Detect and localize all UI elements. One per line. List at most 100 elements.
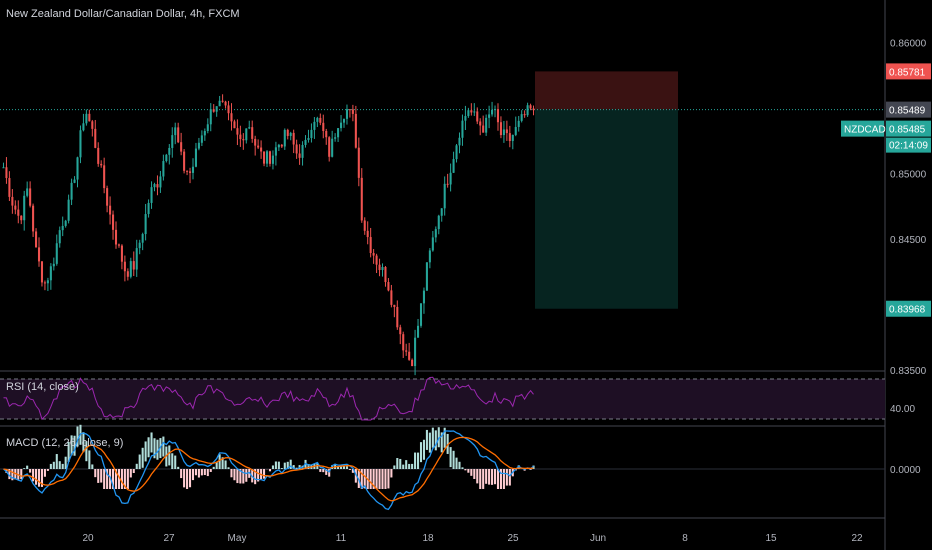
macd-line [3, 430, 534, 511]
candle-body [150, 187, 153, 203]
x-tick-label: 25 [507, 533, 519, 544]
candle-body [106, 188, 109, 206]
macd-histogram-bar [470, 469, 473, 476]
candle-body [366, 230, 369, 238]
candle-body [209, 109, 212, 125]
macd-histogram-bar [440, 432, 443, 453]
macd-histogram-bar [390, 469, 393, 478]
candle-body [61, 225, 64, 231]
chart-panels [0, 0, 886, 550]
candle-body [280, 144, 283, 147]
y-tick-label: 0.84500 [890, 235, 927, 246]
macd-histogram-bar [70, 435, 73, 456]
macd-histogram-bar [239, 469, 242, 484]
macd-histogram-bar [348, 469, 351, 470]
current-price-tag: 0.85489 [889, 106, 926, 117]
candle-body [147, 202, 150, 215]
macd-histogram-bar [23, 468, 26, 469]
stop-loss-price-tag: 0.85781 [889, 67, 926, 78]
macd-histogram-bar [43, 469, 46, 477]
candle-body [372, 253, 375, 256]
candle-body [496, 109, 500, 123]
candle-body [514, 126, 517, 135]
macd-histogram-bar [29, 469, 32, 473]
candle-body [112, 214, 115, 230]
macd-histogram-bar [399, 458, 402, 469]
rsi-label[interactable]: RSI (14, close) [6, 381, 79, 393]
macd-histogram-bar [150, 432, 153, 453]
candle-body [8, 178, 11, 197]
candle-body [476, 111, 479, 122]
macd-histogram-bar [230, 469, 233, 478]
macd-histogram-bar [464, 469, 467, 471]
candle-body [405, 350, 408, 352]
candle-body [446, 183, 449, 185]
macd-histogram-bar [129, 469, 132, 478]
macd-signal-line [3, 436, 534, 502]
x-tick-label: 15 [765, 533, 777, 544]
candle-body [455, 145, 458, 160]
candle-body [251, 127, 254, 139]
macd-histogram-bar [458, 461, 461, 469]
candle-body [17, 209, 20, 216]
candle-body [117, 244, 121, 246]
candle-body [301, 144, 304, 158]
macd-histogram-bar [227, 467, 230, 469]
macd-histogram-bar [61, 463, 64, 469]
macd-histogram-bar [20, 469, 23, 480]
candle-body [162, 161, 165, 177]
macd-histogram-bar [46, 469, 49, 471]
candle-body [411, 359, 414, 367]
candle-body [431, 237, 434, 251]
macd-histogram-bar [37, 469, 41, 487]
candle-body [467, 110, 470, 117]
macd-histogram-bar [405, 460, 408, 469]
candle-body [458, 137, 461, 146]
candle-body [502, 129, 505, 136]
position-zones[interactable] [0, 71, 885, 309]
candle-body [399, 327, 402, 335]
candle-body [408, 351, 411, 360]
macd-histogram-bar [263, 469, 266, 479]
countdown-timer: 02:14:09 [889, 141, 928, 152]
candle-body [416, 325, 420, 338]
macd-histogram-bar [375, 469, 378, 489]
candle-body [103, 165, 106, 189]
macd-histogram-bar [97, 469, 100, 483]
macd-histogram-bar [203, 469, 206, 476]
candle-body [183, 151, 186, 171]
macd-histogram-bar [428, 432, 431, 453]
candle-body [337, 128, 340, 138]
macd-histogram-bar [485, 469, 488, 484]
macd-histogram-bar [307, 464, 310, 469]
macd-histogram-bar [254, 469, 257, 485]
candle-body [274, 147, 277, 156]
macd-histogram-bar [135, 463, 138, 469]
macd-histogram-bar [431, 427, 434, 448]
macd-histogram-bar [215, 461, 218, 469]
macd-histogram-bar [126, 469, 129, 489]
candle-body [381, 266, 384, 271]
candle-body [156, 184, 159, 188]
x-tick-label: 22 [851, 533, 863, 544]
candle-body [437, 215, 440, 230]
candle-body [52, 263, 55, 267]
macd-histogram-bar [416, 452, 420, 469]
macd-histogram-bar [372, 469, 375, 489]
candle-body [331, 138, 334, 157]
candle-body [114, 229, 118, 245]
macd-histogram-bar [117, 469, 121, 489]
candle-body [26, 188, 29, 196]
macd-histogram-bar [381, 469, 384, 489]
macd-label[interactable]: MACD (12, 26, close, 9) [6, 437, 124, 449]
candle-body [526, 105, 529, 116]
rsi-line [3, 376, 534, 421]
macd-histogram-bar [274, 461, 277, 469]
macd-histogram-bar [491, 469, 494, 485]
macd-histogram-bar [194, 469, 197, 476]
candle-body [144, 214, 147, 235]
candle-body [325, 131, 328, 138]
macd-histogram-bar [35, 469, 38, 485]
candle-body [319, 117, 322, 123]
